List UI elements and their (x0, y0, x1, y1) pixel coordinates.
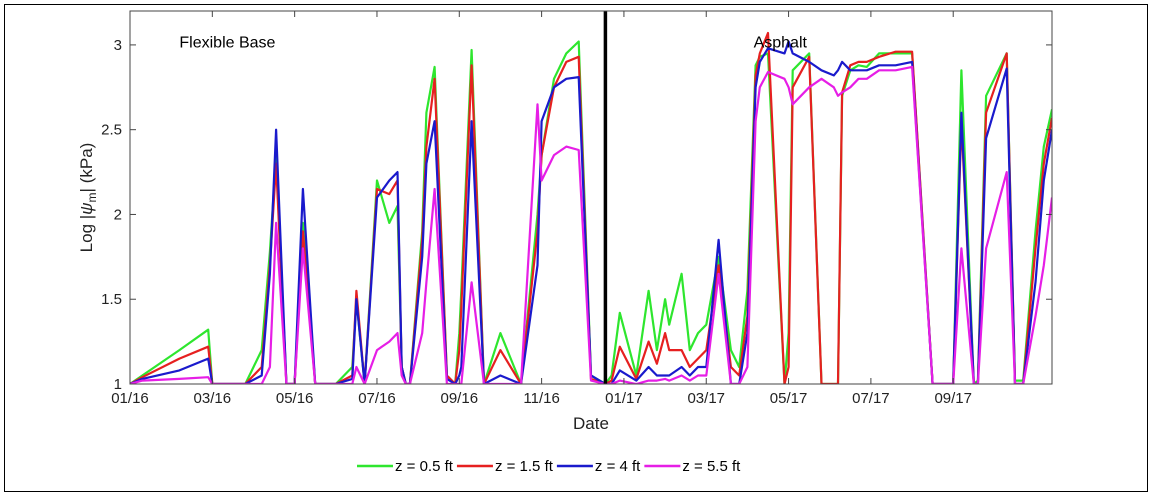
annotation-1: Flexible Base (179, 35, 275, 52)
annotation-2: Asphalt (754, 35, 808, 52)
annotation-layer: Flexible Base Asphalt (179, 35, 807, 52)
legend-label-1: z = 0.5 ft (395, 458, 454, 475)
y-tick-label: 3 (114, 37, 122, 54)
x-tick-label: 03/16 (194, 390, 232, 407)
x-tick-label: 01/17 (605, 390, 643, 407)
x-tick-label: 07/17 (852, 390, 890, 407)
y-label-prefix: Log | (77, 215, 96, 253)
x-tick-label: 11/16 (523, 390, 559, 407)
legend-label-4: z = 5.5 ft (682, 458, 741, 475)
y-tick-label: 2 (114, 206, 122, 223)
series-line-3 (130, 40, 1052, 384)
x-axis-label: Date (573, 414, 609, 433)
y-axis-label: Log |ψm| (kPa) (77, 143, 99, 253)
axes-layer: 01/16 03/16 05/16 07/16 09/16 11/16 01/17 03/17… (101, 10, 1053, 407)
x-tick-label: 09/16 (441, 390, 479, 407)
legend: z = 0.5 ft z = 1.5 ft z = 4 ft z = 5.5 ft (357, 458, 741, 475)
x-tick-label: 03/17 (687, 390, 725, 407)
series-line-2 (130, 31, 1052, 384)
series-line-4 (130, 65, 1052, 384)
x-tick-label: 05/16 (276, 390, 314, 407)
x-tick-label: 01/16 (111, 390, 149, 407)
legend-label-2: z = 1.5 ft (495, 458, 554, 475)
x-tick-label: 05/17 (770, 390, 808, 407)
legend-label-3: z = 4 ft (595, 458, 641, 475)
x-tick-label: 07/16 (358, 390, 396, 407)
axes-box (129, 10, 1053, 385)
y-tick-label: 1 (114, 376, 122, 393)
y-label-suffix: | (kPa) (77, 143, 96, 193)
y-label-psi: ψ (77, 202, 96, 214)
series-layer (130, 11, 1052, 384)
y-tick-label: 2.5 (101, 122, 122, 139)
y-label-subscript: m (85, 192, 99, 202)
x-tick-label: 09/17 (934, 390, 972, 407)
y-tick-label: 1.5 (101, 291, 122, 308)
